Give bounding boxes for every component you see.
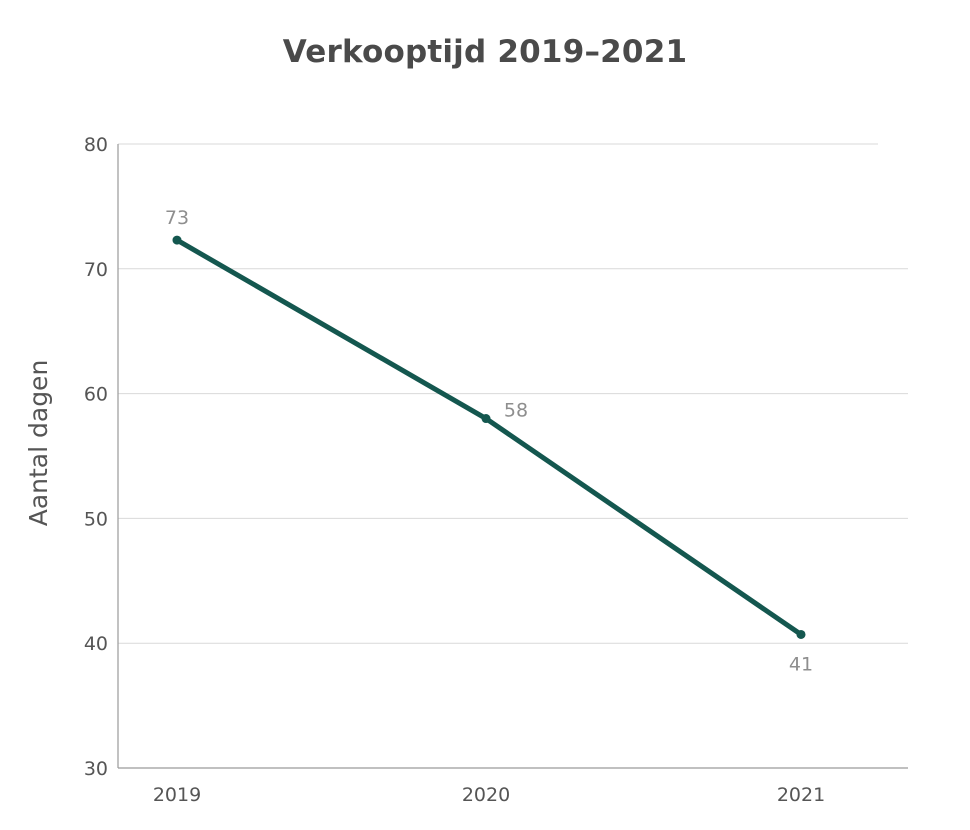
data-label: 58: [504, 400, 528, 422]
y-tick-label: 80: [84, 134, 108, 156]
data-point: [796, 629, 806, 639]
chart-title: Verkooptijd 2019–2021: [282, 34, 688, 70]
axes: [117, 144, 908, 769]
series-line: [174, 237, 804, 637]
y-tick-labels: 30 40 50 60 70 80: [84, 134, 108, 780]
y-tick-label: 50: [84, 508, 108, 530]
x-tick-label: 2021: [777, 784, 825, 806]
data-label: 41: [789, 653, 813, 675]
x-tick-label: 2019: [153, 784, 201, 806]
data-label: 73: [165, 207, 189, 229]
y-axis-label: Aantal dagen: [24, 360, 53, 527]
x-tick-labels: 2019 2020 2021: [153, 784, 825, 806]
series-group: [172, 235, 806, 639]
y-tick-label: 30: [84, 758, 108, 780]
data-labels: 73 58 41: [165, 207, 813, 675]
data-point: [172, 235, 182, 245]
data-point: [481, 414, 491, 424]
grid-lines: [118, 143, 908, 644]
y-tick-label: 60: [84, 384, 108, 406]
x-tick-label: 2020: [462, 784, 510, 806]
y-tick-label: 40: [84, 633, 108, 655]
y-tick-label: 70: [84, 259, 108, 281]
